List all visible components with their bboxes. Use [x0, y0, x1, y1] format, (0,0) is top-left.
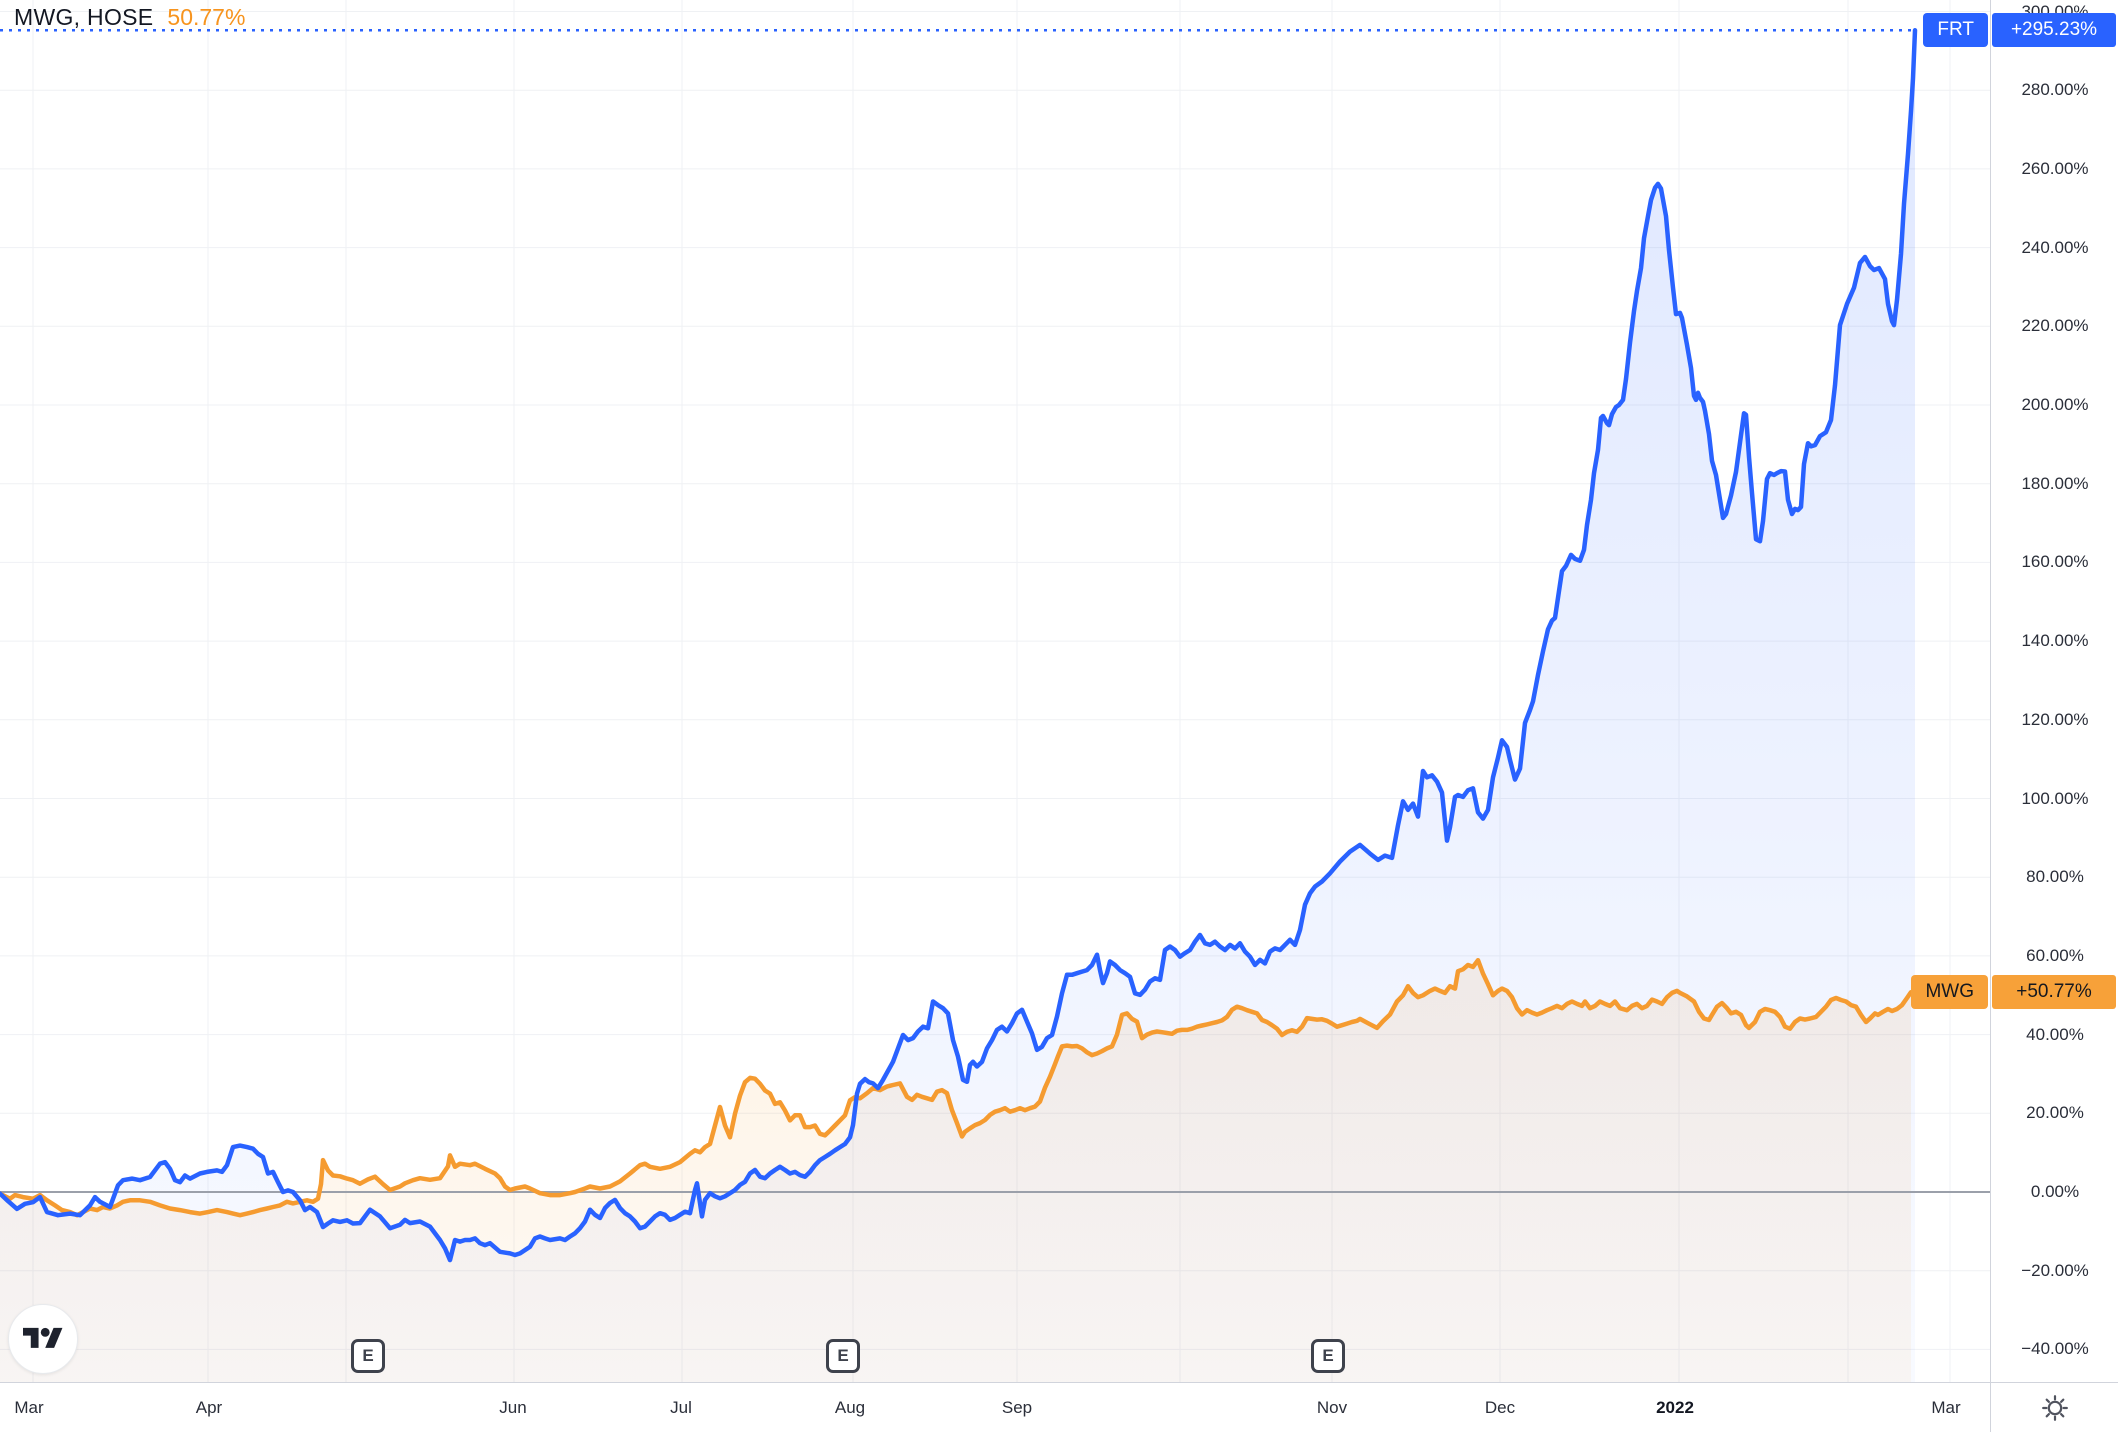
time-axis-label: Aug: [834, 1397, 866, 1417]
price-axis-label: 260.00%: [2021, 158, 2089, 178]
time-axis-label: Mar: [14, 1397, 44, 1417]
price-axis-label: 60.00%: [2026, 945, 2084, 965]
earnings-marker[interactable]: E: [351, 1339, 385, 1373]
time-axis-label: Apr: [195, 1397, 223, 1417]
price-axis-label: 180.00%: [2021, 473, 2089, 493]
price-axis-label: 120.00%: [2021, 709, 2089, 729]
time-axis[interactable]: Mar Apr Jun Jul Aug Sep Nov Dec 2022 Mar: [0, 1382, 2118, 1432]
price-axis-label: 100.00%: [2021, 788, 2089, 808]
chart-canvas[interactable]: [0, 0, 1990, 1382]
frt-line-series: [0, 28, 1918, 1263]
earnings-marker[interactable]: E: [826, 1339, 860, 1373]
chart-pane[interactable]: [0, 0, 1990, 1382]
symbol-change-value: 50.77%: [167, 4, 246, 30]
time-axis-label: Jun: [499, 1397, 527, 1417]
price-axis-label: 280.00%: [2021, 80, 2089, 100]
mwg-series-badge: MWG: [1911, 975, 1988, 1010]
price-axis-label: −40.00%: [2021, 1339, 2089, 1359]
time-axis-label: 2022: [1656, 1397, 1694, 1417]
price-axis[interactable]: 300.00% 280.00% 260.00% 240.00% 220.00% 200.0…: [1990, 0, 2118, 1382]
tradingview-logo[interactable]: [8, 1304, 78, 1374]
mwg-line-series: [0, 957, 1914, 1218]
time-axis-label: Sep: [1001, 1397, 1033, 1417]
price-axis-label: 40.00%: [2026, 1024, 2084, 1044]
price-axis-label: 200.00%: [2021, 395, 2089, 414]
time-axis-label: Dec: [1484, 1397, 1516, 1417]
sun-icon[interactable]: [2040, 1393, 2070, 1423]
price-axis-label: 240.00%: [2021, 237, 2089, 257]
frt-last-value-badge: +295.23%: [1992, 13, 2116, 48]
symbol-title: MWG, HOSE: [14, 4, 154, 30]
price-axis-label: 220.00%: [2021, 316, 2089, 336]
time-axis-label: Nov: [1316, 1397, 1348, 1417]
earnings-marker[interactable]: E: [1311, 1339, 1345, 1373]
tradingview-logo-glyph: [23, 1327, 63, 1348]
frt-area-fill: [0, 30, 1915, 1382]
price-axis-label: 80.00%: [2026, 867, 2084, 887]
time-axis-label: Jul: [670, 1397, 692, 1417]
price-axis-label: 0.00%: [2030, 1182, 2080, 1201]
axis-corner: [1990, 1382, 2118, 1432]
time-axis-label: Mar: [1931, 1397, 1961, 1417]
price-axis-label: 20.00%: [2026, 1103, 2084, 1123]
price-axis-label: −20.00%: [2021, 1260, 2089, 1280]
frt-series-badge: FRT: [1923, 13, 1988, 48]
price-axis-label: 160.00%: [2021, 552, 2089, 572]
symbol-legend[interactable]: MWG, HOSE 50.77%: [14, 4, 245, 31]
price-axis-label: 140.00%: [2021, 631, 2089, 651]
mwg-last-value-badge: +50.77%: [1992, 975, 2116, 1010]
